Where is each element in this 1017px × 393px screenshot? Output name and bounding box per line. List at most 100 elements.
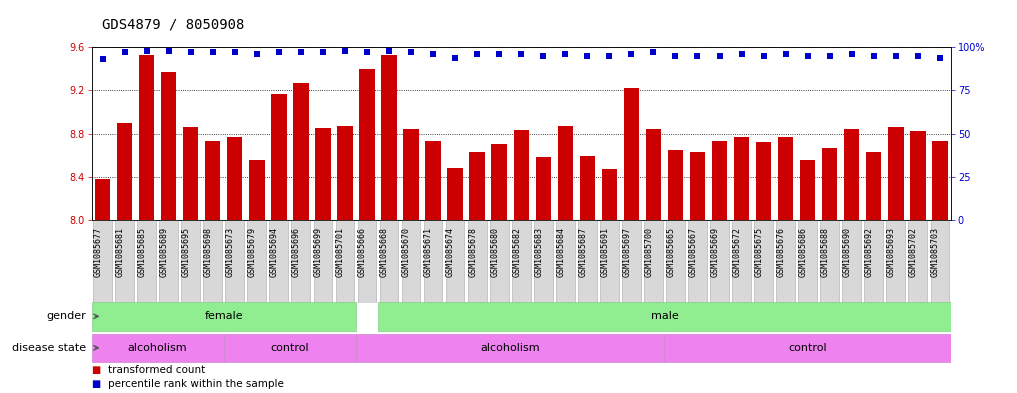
Text: GSM1085696: GSM1085696 <box>292 227 301 277</box>
Point <box>888 53 904 59</box>
Bar <box>272 94 287 220</box>
Bar <box>887 220 905 303</box>
Bar <box>908 220 928 303</box>
Point <box>161 48 177 54</box>
Bar <box>379 220 399 303</box>
Bar <box>92 334 224 362</box>
Bar <box>756 142 771 220</box>
Text: gender: gender <box>47 311 86 321</box>
Text: GSM1085697: GSM1085697 <box>622 227 632 277</box>
Point <box>491 51 507 57</box>
Bar <box>689 220 707 303</box>
Bar <box>468 220 486 303</box>
Text: GSM1085683: GSM1085683 <box>534 227 543 277</box>
Text: GSM1085686: GSM1085686 <box>798 227 807 277</box>
Text: transformed count: transformed count <box>108 365 205 375</box>
Text: GSM1085677: GSM1085677 <box>94 227 103 277</box>
Text: GSM1085691: GSM1085691 <box>600 227 609 277</box>
Text: GSM1085679: GSM1085679 <box>248 227 257 277</box>
Point <box>381 48 398 54</box>
Bar <box>402 220 420 303</box>
Bar <box>92 302 356 331</box>
Bar <box>580 156 595 220</box>
Text: GSM1085669: GSM1085669 <box>711 227 720 277</box>
Text: percentile rank within the sample: percentile rank within the sample <box>108 379 284 389</box>
Point <box>932 54 948 61</box>
Text: GSM1085695: GSM1085695 <box>182 227 191 277</box>
Bar <box>690 152 705 220</box>
Text: male: male <box>651 311 678 321</box>
Bar <box>622 220 641 303</box>
Bar <box>732 220 751 303</box>
Bar <box>381 55 397 220</box>
Bar <box>139 55 155 220</box>
Point <box>293 49 309 55</box>
Point <box>403 49 419 55</box>
Bar <box>755 220 773 303</box>
Text: GSM1085667: GSM1085667 <box>689 227 698 277</box>
Point <box>580 53 596 59</box>
Point <box>514 51 530 57</box>
Point <box>712 53 728 59</box>
Bar <box>666 220 684 303</box>
Bar <box>644 220 663 303</box>
Point <box>447 54 464 61</box>
Text: ■: ■ <box>92 379 101 389</box>
Bar <box>447 168 463 220</box>
Text: alcoholism: alcoholism <box>480 343 540 353</box>
Text: GSM1085684: GSM1085684 <box>556 227 565 277</box>
Bar <box>664 334 951 362</box>
Text: GSM1085694: GSM1085694 <box>270 227 279 277</box>
Bar <box>866 152 882 220</box>
Point <box>865 53 882 59</box>
Point <box>183 49 199 55</box>
Bar <box>800 160 816 220</box>
Bar <box>95 179 110 220</box>
Bar <box>602 169 617 220</box>
Bar <box>115 220 134 303</box>
Text: GSM1085671: GSM1085671 <box>424 227 433 277</box>
Text: GSM1085703: GSM1085703 <box>931 227 940 277</box>
Bar <box>247 220 266 303</box>
Bar <box>313 220 333 303</box>
Text: GSM1085668: GSM1085668 <box>380 227 390 277</box>
Text: female: female <box>204 311 243 321</box>
Point <box>623 51 640 57</box>
Bar <box>356 334 664 362</box>
Bar <box>424 220 442 303</box>
Text: alcoholism: alcoholism <box>128 343 187 353</box>
Bar <box>623 88 639 220</box>
Text: GSM1085680: GSM1085680 <box>490 227 499 277</box>
Text: GSM1085675: GSM1085675 <box>755 227 764 277</box>
Text: control: control <box>788 343 827 353</box>
Text: GSM1085693: GSM1085693 <box>887 227 896 277</box>
Bar <box>668 150 683 220</box>
Bar <box>778 137 793 220</box>
Text: GSM1085690: GSM1085690 <box>843 227 852 277</box>
Bar <box>734 137 750 220</box>
Bar <box>470 152 485 220</box>
Bar <box>842 220 861 303</box>
Bar <box>292 220 310 303</box>
Bar <box>491 145 506 220</box>
Text: GDS4879 / 8050908: GDS4879 / 8050908 <box>102 18 244 32</box>
Bar <box>270 220 288 303</box>
Point <box>315 49 332 55</box>
Text: control: control <box>271 343 309 353</box>
Point <box>204 49 221 55</box>
Text: GSM1085701: GSM1085701 <box>336 227 345 277</box>
Text: GSM1085673: GSM1085673 <box>226 227 235 277</box>
Bar <box>776 220 795 303</box>
Text: GSM1085666: GSM1085666 <box>358 227 367 277</box>
Text: GSM1085665: GSM1085665 <box>666 227 675 277</box>
Text: GSM1085670: GSM1085670 <box>402 227 411 277</box>
Text: GSM1085688: GSM1085688 <box>821 227 830 277</box>
Bar <box>798 220 817 303</box>
Point <box>844 51 860 57</box>
Point <box>756 53 772 59</box>
Bar <box>137 220 156 303</box>
Point <box>822 53 838 59</box>
Bar <box>600 220 618 303</box>
Bar <box>378 302 951 331</box>
Text: GSM1085681: GSM1085681 <box>116 227 125 277</box>
